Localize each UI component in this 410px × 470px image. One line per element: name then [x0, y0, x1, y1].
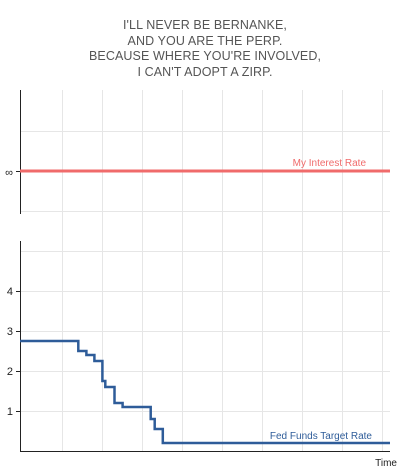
title-line-2: AND YOU ARE THE PERP. — [127, 33, 283, 48]
title-line-1: I'LL NEVER BE BERNANKE, — [122, 18, 287, 32]
fed-funds-target-rate-label: Fed Funds Target Rate — [270, 431, 373, 442]
my-interest-rate-label: My Interest Rate — [293, 158, 367, 169]
y-tick-label: 3 — [7, 326, 13, 338]
x-axis-label: Time — [375, 458, 397, 469]
y-tick-label: 1 — [7, 406, 13, 418]
grid — [20, 90, 390, 451]
axes — [20, 90, 390, 452]
y-ticks: 1 2 3 4 ∞ — [5, 167, 20, 418]
title-line-3: BECAUSE WHERE YOU'RE INVOLVED, — [88, 49, 322, 63]
fed-funds-target-rate-line — [20, 339, 390, 445]
series: My Interest Rate Fed Funds Target Rate — [20, 158, 390, 445]
title-line-4: I CAN'T ADOPT A ZIRP. — [137, 64, 273, 79]
y-tick-label-infinity: ∞ — [5, 167, 13, 179]
y-tick-label: 2 — [7, 366, 13, 378]
y-tick-label: 4 — [7, 286, 13, 298]
chart-title: I'LL NEVER BE BERNANKE, AND YOU ARE THE … — [0, 18, 410, 80]
